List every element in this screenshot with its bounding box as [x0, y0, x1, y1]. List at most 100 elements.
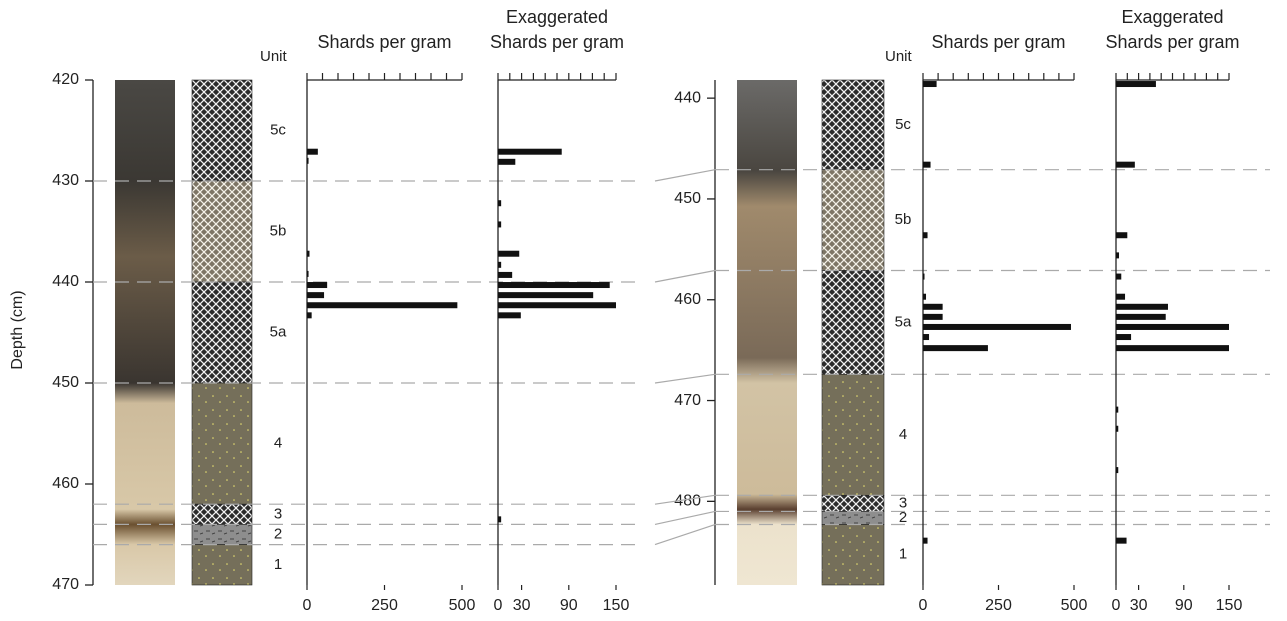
x-tick-label: 0 [494, 597, 503, 614]
lithology-unit [821, 169, 885, 271]
bar [498, 261, 502, 268]
lithology-unit [191, 382, 253, 505]
bar [307, 148, 318, 155]
bar [1116, 303, 1168, 310]
x-tick-label: 0 [1112, 597, 1121, 614]
bar [498, 516, 502, 523]
x-tick-label: 500 [449, 597, 476, 614]
bar [498, 271, 513, 278]
lithology-unit [821, 270, 885, 375]
unit-header: Unit [260, 48, 288, 65]
x-tick-label: 0 [303, 597, 312, 614]
unit-label: 3 [274, 505, 282, 522]
lithology-unit [821, 524, 885, 586]
x-tick-label: 250 [985, 597, 1012, 614]
boundary-connector [654, 373, 716, 384]
bar [923, 232, 928, 239]
bar [1116, 425, 1119, 432]
bar [307, 302, 458, 309]
panel-title: Shards per gram [1105, 32, 1239, 52]
y-tick-label: 460 [674, 291, 701, 308]
x-tick-label: 500 [1061, 597, 1088, 614]
bar [307, 312, 312, 319]
lithology-unit [191, 79, 253, 182]
bar [923, 293, 927, 300]
bar [498, 148, 562, 155]
unit-label: 3 [899, 494, 907, 511]
bar [923, 334, 930, 341]
bar [1116, 81, 1156, 88]
bar [1116, 406, 1119, 413]
unit-label: 4 [274, 435, 282, 452]
panel-title: Exaggerated [506, 7, 608, 27]
y-tick-label: 440 [674, 89, 701, 106]
y-tick-label: 450 [52, 374, 79, 391]
bar [923, 537, 928, 544]
bar [498, 282, 610, 289]
y-tick-label: 470 [674, 392, 701, 409]
x-tick-label: 250 [371, 597, 398, 614]
y-tick-label: 460 [52, 475, 79, 492]
unit-label: 4 [899, 426, 907, 443]
unit-label: 5a [270, 323, 287, 340]
y-tick-label: 430 [52, 172, 79, 189]
y-tick-label: 450 [674, 190, 701, 207]
bar [1116, 252, 1120, 259]
panel-title: Exaggerated [1121, 7, 1223, 27]
panel-title: Shards per gram [490, 32, 624, 52]
x-tick-label: 0 [919, 597, 928, 614]
bar [307, 157, 309, 164]
lithology-unit [821, 374, 885, 496]
lithology-unit [191, 524, 253, 545]
y-axis-label: Depth (cm) [9, 290, 26, 369]
unit-label: 1 [274, 556, 282, 573]
boundary-connector [654, 494, 716, 505]
bar [923, 303, 943, 310]
boundary-connector [654, 169, 716, 182]
bar [923, 161, 931, 168]
bar [923, 313, 943, 320]
bar [923, 323, 1071, 330]
bar [1116, 334, 1132, 341]
panel-title: Shards per gram [317, 32, 451, 52]
bar [1116, 232, 1128, 239]
bar [498, 302, 616, 309]
bar [923, 345, 988, 352]
bar [307, 270, 309, 277]
boundary-connector [654, 523, 716, 546]
lithology-unit [191, 180, 253, 283]
boundary-connector [654, 269, 716, 283]
x-tick-label: 30 [1130, 597, 1148, 614]
core-photo [115, 80, 175, 585]
bar [1116, 293, 1126, 300]
bar [498, 250, 520, 257]
bar [307, 292, 325, 299]
bar [1116, 161, 1135, 168]
bar [498, 312, 521, 319]
bar [923, 273, 925, 280]
bar [307, 282, 328, 289]
bar [1116, 313, 1166, 320]
x-tick-label: 90 [1175, 597, 1193, 614]
y-tick-label: 480 [674, 493, 701, 510]
x-tick-label: 150 [603, 597, 630, 614]
unit-label: 5c [270, 121, 286, 138]
y-tick-label: 440 [52, 273, 79, 290]
bar [1116, 537, 1127, 544]
bar [498, 292, 594, 299]
lithology-unit [821, 511, 885, 525]
lithology-unit [191, 544, 253, 586]
bar [498, 200, 502, 207]
bar [923, 81, 937, 88]
y-tick-label: 470 [52, 576, 79, 593]
panel-title: Shards per gram [931, 32, 1065, 52]
x-tick-label: 90 [560, 597, 578, 614]
lithology-unit [821, 494, 885, 512]
core-photo [737, 80, 797, 585]
bar [1116, 323, 1229, 330]
unit-label: 2 [899, 509, 907, 526]
x-tick-label: 30 [513, 597, 531, 614]
bar [307, 250, 310, 257]
